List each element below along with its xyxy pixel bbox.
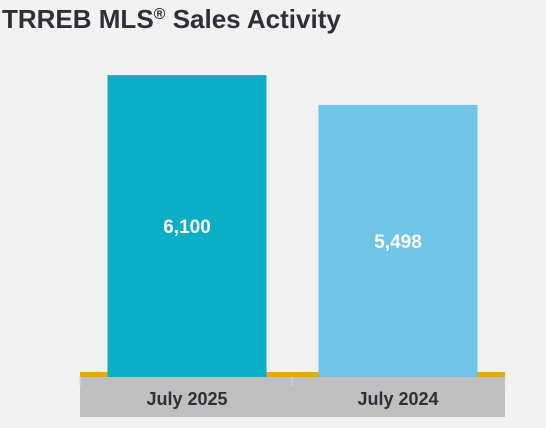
category-label-1: July 2025 bbox=[146, 389, 227, 409]
chart-title-main: TRREB MLS bbox=[2, 4, 154, 34]
chart-title-rest: Sales Activity bbox=[165, 4, 341, 34]
category-label-2: July 2024 bbox=[357, 389, 438, 409]
chart-title: TRREB MLS® Sales Activity bbox=[2, 4, 341, 35]
bar-1 bbox=[107, 75, 267, 377]
bar-value-label-1: 6,100 bbox=[163, 217, 211, 238]
registered-mark: ® bbox=[153, 6, 166, 23]
bar-value-label-2: 5,498 bbox=[374, 232, 422, 253]
axis-baseline bbox=[80, 372, 505, 377]
bar-2 bbox=[318, 104, 478, 378]
